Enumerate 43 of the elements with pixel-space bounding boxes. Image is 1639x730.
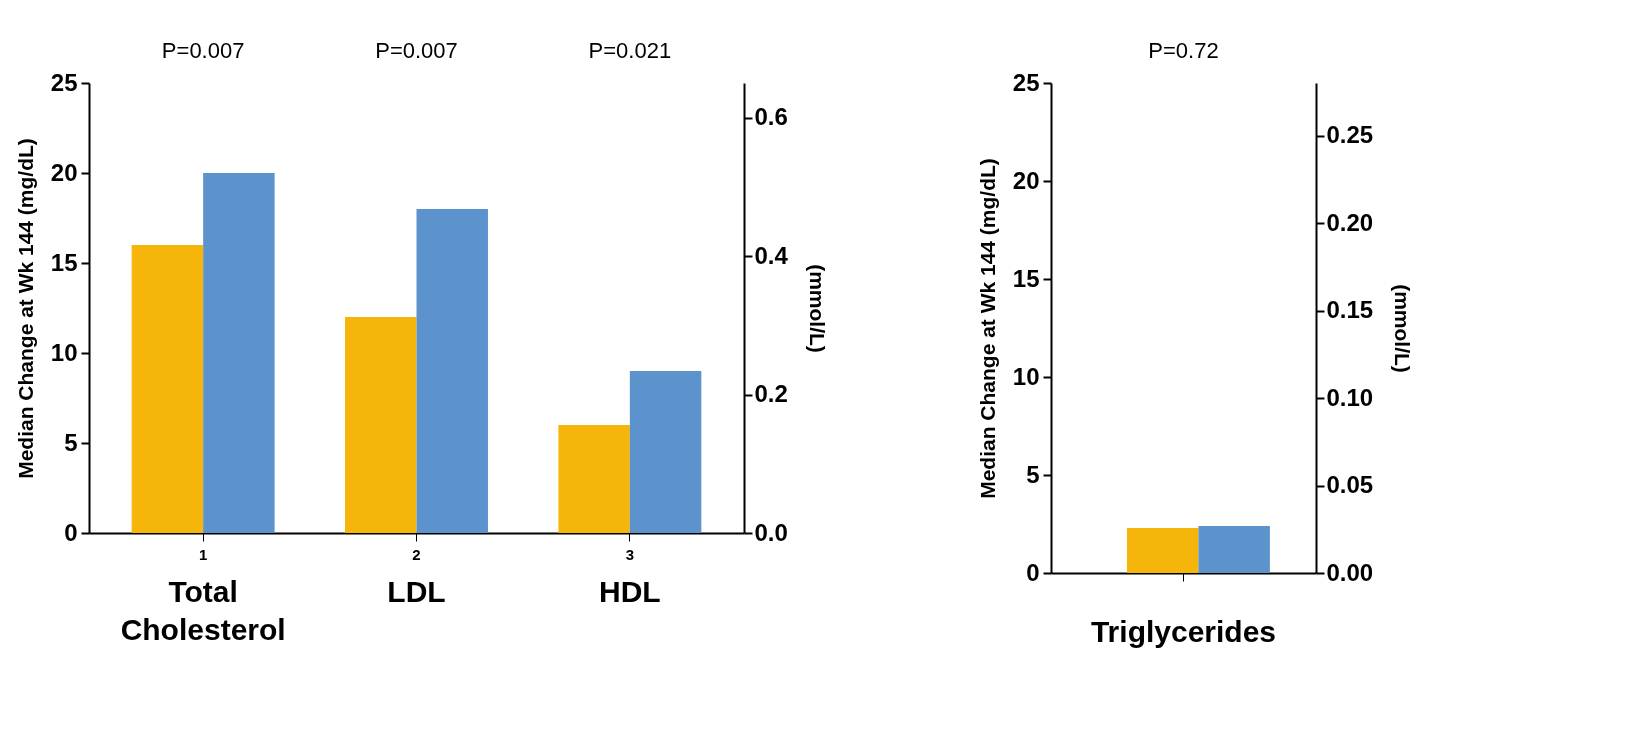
y2-axis-title: (mmol/L) (1391, 284, 1415, 373)
y-tick-label: 10 (1012, 362, 1040, 390)
y-tick-label: 20 (1012, 166, 1040, 194)
y2-tick-label: 0.20 (1326, 208, 1374, 236)
bar (416, 209, 488, 533)
y-tick-label: 5 (1026, 460, 1040, 488)
y-tick-label: 0 (1026, 558, 1040, 586)
x-tick-label: Total Cholesterol (120, 574, 286, 646)
bar (345, 317, 417, 533)
text: P=0.021 (588, 38, 672, 63)
y2-tick-label: 0.00 (1326, 558, 1374, 586)
y-tick-label: 5 (64, 428, 78, 456)
text: P=0.007 (375, 38, 458, 63)
y2-tick-label: 0.2 (754, 380, 788, 408)
text: 1 (198, 546, 208, 563)
text: 3 (625, 546, 635, 563)
bar (131, 245, 204, 533)
y-tick-label: 15 (50, 248, 78, 276)
y2-tick-label: 0.6 (754, 103, 788, 131)
y2-tick-label: 0.10 (1326, 383, 1374, 411)
bar (558, 425, 630, 533)
bar (203, 173, 275, 533)
text: P=0.007 (161, 38, 245, 63)
y2-axis-title: (mmol/L) (805, 264, 829, 353)
y-tick-label: 10 (50, 338, 78, 366)
y-axis-title: Median Change at Wk 144 (mg/dL) (975, 158, 999, 499)
y2-tick-label: 0.4 (754, 241, 789, 269)
y-tick-label: 25 (1012, 68, 1040, 96)
y2-tick-label: 0.25 (1326, 121, 1374, 148)
text: P=0.72 (1148, 38, 1219, 63)
y-axis-title: Median Change at Wk 144 (mg/dL) (13, 138, 37, 479)
y-tick-label: 15 (1012, 264, 1040, 292)
y2-tick-label: 0.15 (1326, 296, 1374, 323)
x-tick-label: HDL (599, 574, 661, 608)
y2-tick-label: 0.0 (754, 518, 788, 546)
text: 2 (412, 546, 421, 563)
y-tick-label: 25 (50, 68, 78, 96)
x-tick-label: Triglycerides (1090, 614, 1277, 648)
y-tick-label: 20 (50, 158, 78, 186)
x-tick-label: LDL (387, 574, 446, 608)
y-tick-label: 0 (64, 518, 78, 546)
bar (629, 371, 702, 533)
y2-tick-label: 0.05 (1326, 471, 1374, 498)
